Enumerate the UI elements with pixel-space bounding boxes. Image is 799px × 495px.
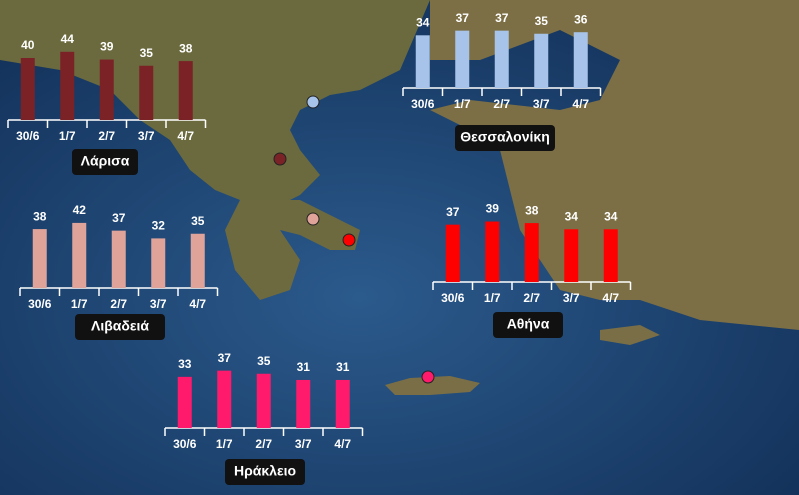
data-label: 37: [446, 205, 460, 219]
x-tick-label: 30/6: [173, 437, 197, 451]
land-greece-south: [225, 200, 360, 300]
land-anatolia: [430, 0, 799, 330]
data-label: 33: [178, 357, 192, 371]
bar: [20, 58, 35, 120]
land-crete: [385, 376, 480, 395]
bar: [111, 230, 126, 288]
data-label: 34: [604, 209, 618, 223]
data-label: 39: [486, 202, 500, 216]
x-tick-label: 1/7: [59, 129, 76, 143]
x-tick-label: 1/7: [454, 97, 471, 111]
x-tick-label: 30/6: [16, 129, 40, 143]
land-balkans: [0, 0, 430, 205]
x-tick-label: 2/7: [255, 437, 272, 451]
data-label: 36: [574, 12, 588, 26]
bar: [335, 379, 350, 428]
x-tick-label: 1/7: [484, 291, 501, 305]
city-dot: [421, 370, 435, 384]
data-label: 38: [179, 41, 193, 55]
chart-title: Ηράκλειο: [234, 463, 296, 479]
data-label: 34: [565, 209, 579, 223]
data-label: 35: [257, 354, 271, 368]
bar: [603, 229, 618, 282]
data-label: 38: [525, 203, 539, 217]
x-tick-label: 1/7: [71, 297, 88, 311]
x-tick-label: 30/6: [441, 291, 465, 305]
chart-title: Λιβαδειά: [91, 318, 149, 334]
data-label: 38: [33, 209, 47, 223]
data-label: 40: [21, 38, 35, 52]
bar: [445, 224, 460, 282]
x-tick-label: 30/6: [28, 297, 52, 311]
bar: [534, 33, 549, 88]
data-label: 31: [297, 360, 311, 374]
chart-title: Αθήνα: [507, 316, 550, 332]
bar: [32, 229, 47, 288]
bar: [72, 222, 87, 288]
data-label: 44: [61, 32, 75, 46]
title-box: [72, 149, 138, 175]
bar: [494, 30, 509, 88]
data-label: 37: [218, 351, 232, 365]
x-tick-label: 4/7: [189, 297, 206, 311]
data-label: 31: [336, 360, 350, 374]
data-label: 34: [416, 15, 430, 29]
data-label: 42: [73, 203, 87, 217]
x-tick-label: 1/7: [216, 437, 233, 451]
bar: [190, 233, 205, 288]
x-tick-label: 3/7: [295, 437, 312, 451]
x-tick-label: 3/7: [533, 97, 550, 111]
bar: [139, 65, 154, 120]
x-tick-label: 4/7: [177, 129, 194, 143]
data-label: 35: [191, 214, 205, 228]
bar: [564, 229, 579, 282]
bar: [415, 35, 430, 88]
x-tick-label: 2/7: [110, 297, 127, 311]
city-dot: [306, 212, 320, 226]
bar: [573, 32, 588, 88]
bar: [256, 373, 271, 428]
bar: [485, 221, 500, 282]
x-tick-label: 3/7: [563, 291, 580, 305]
land-cyprus: [600, 325, 660, 345]
title-box: [75, 314, 165, 340]
bar: [217, 370, 232, 428]
title-box: [225, 459, 305, 485]
city-dot: [306, 95, 320, 109]
bar: [455, 30, 470, 88]
data-label: 39: [100, 40, 114, 54]
x-tick-label: 3/7: [150, 297, 167, 311]
x-tick-label: 3/7: [138, 129, 155, 143]
data-label: 37: [112, 211, 126, 225]
bar: [524, 223, 539, 282]
x-tick-label: 4/7: [602, 291, 619, 305]
x-tick-label: 30/6: [411, 97, 435, 111]
data-label: 37: [456, 11, 470, 25]
title-box: [493, 312, 563, 338]
data-label: 32: [152, 219, 166, 233]
bar: [177, 376, 192, 428]
bar: [99, 59, 114, 120]
city-dot: [273, 152, 287, 166]
city-dot: [342, 233, 356, 247]
title-box: [455, 125, 555, 151]
bar: [60, 51, 75, 120]
data-label: 35: [140, 46, 154, 60]
data-label: 35: [535, 14, 549, 28]
x-tick-label: 4/7: [572, 97, 589, 111]
data-label: 37: [495, 11, 509, 25]
bar: [178, 61, 193, 120]
x-tick-label: 2/7: [493, 97, 510, 111]
x-tick-label: 2/7: [523, 291, 540, 305]
bar: [151, 238, 166, 288]
chart-title: Λάρισα: [81, 153, 130, 169]
chart-title: Θεσσαλονίκη: [460, 129, 550, 145]
x-tick-label: 2/7: [98, 129, 115, 143]
x-tick-label: 4/7: [334, 437, 351, 451]
bar: [296, 379, 311, 428]
